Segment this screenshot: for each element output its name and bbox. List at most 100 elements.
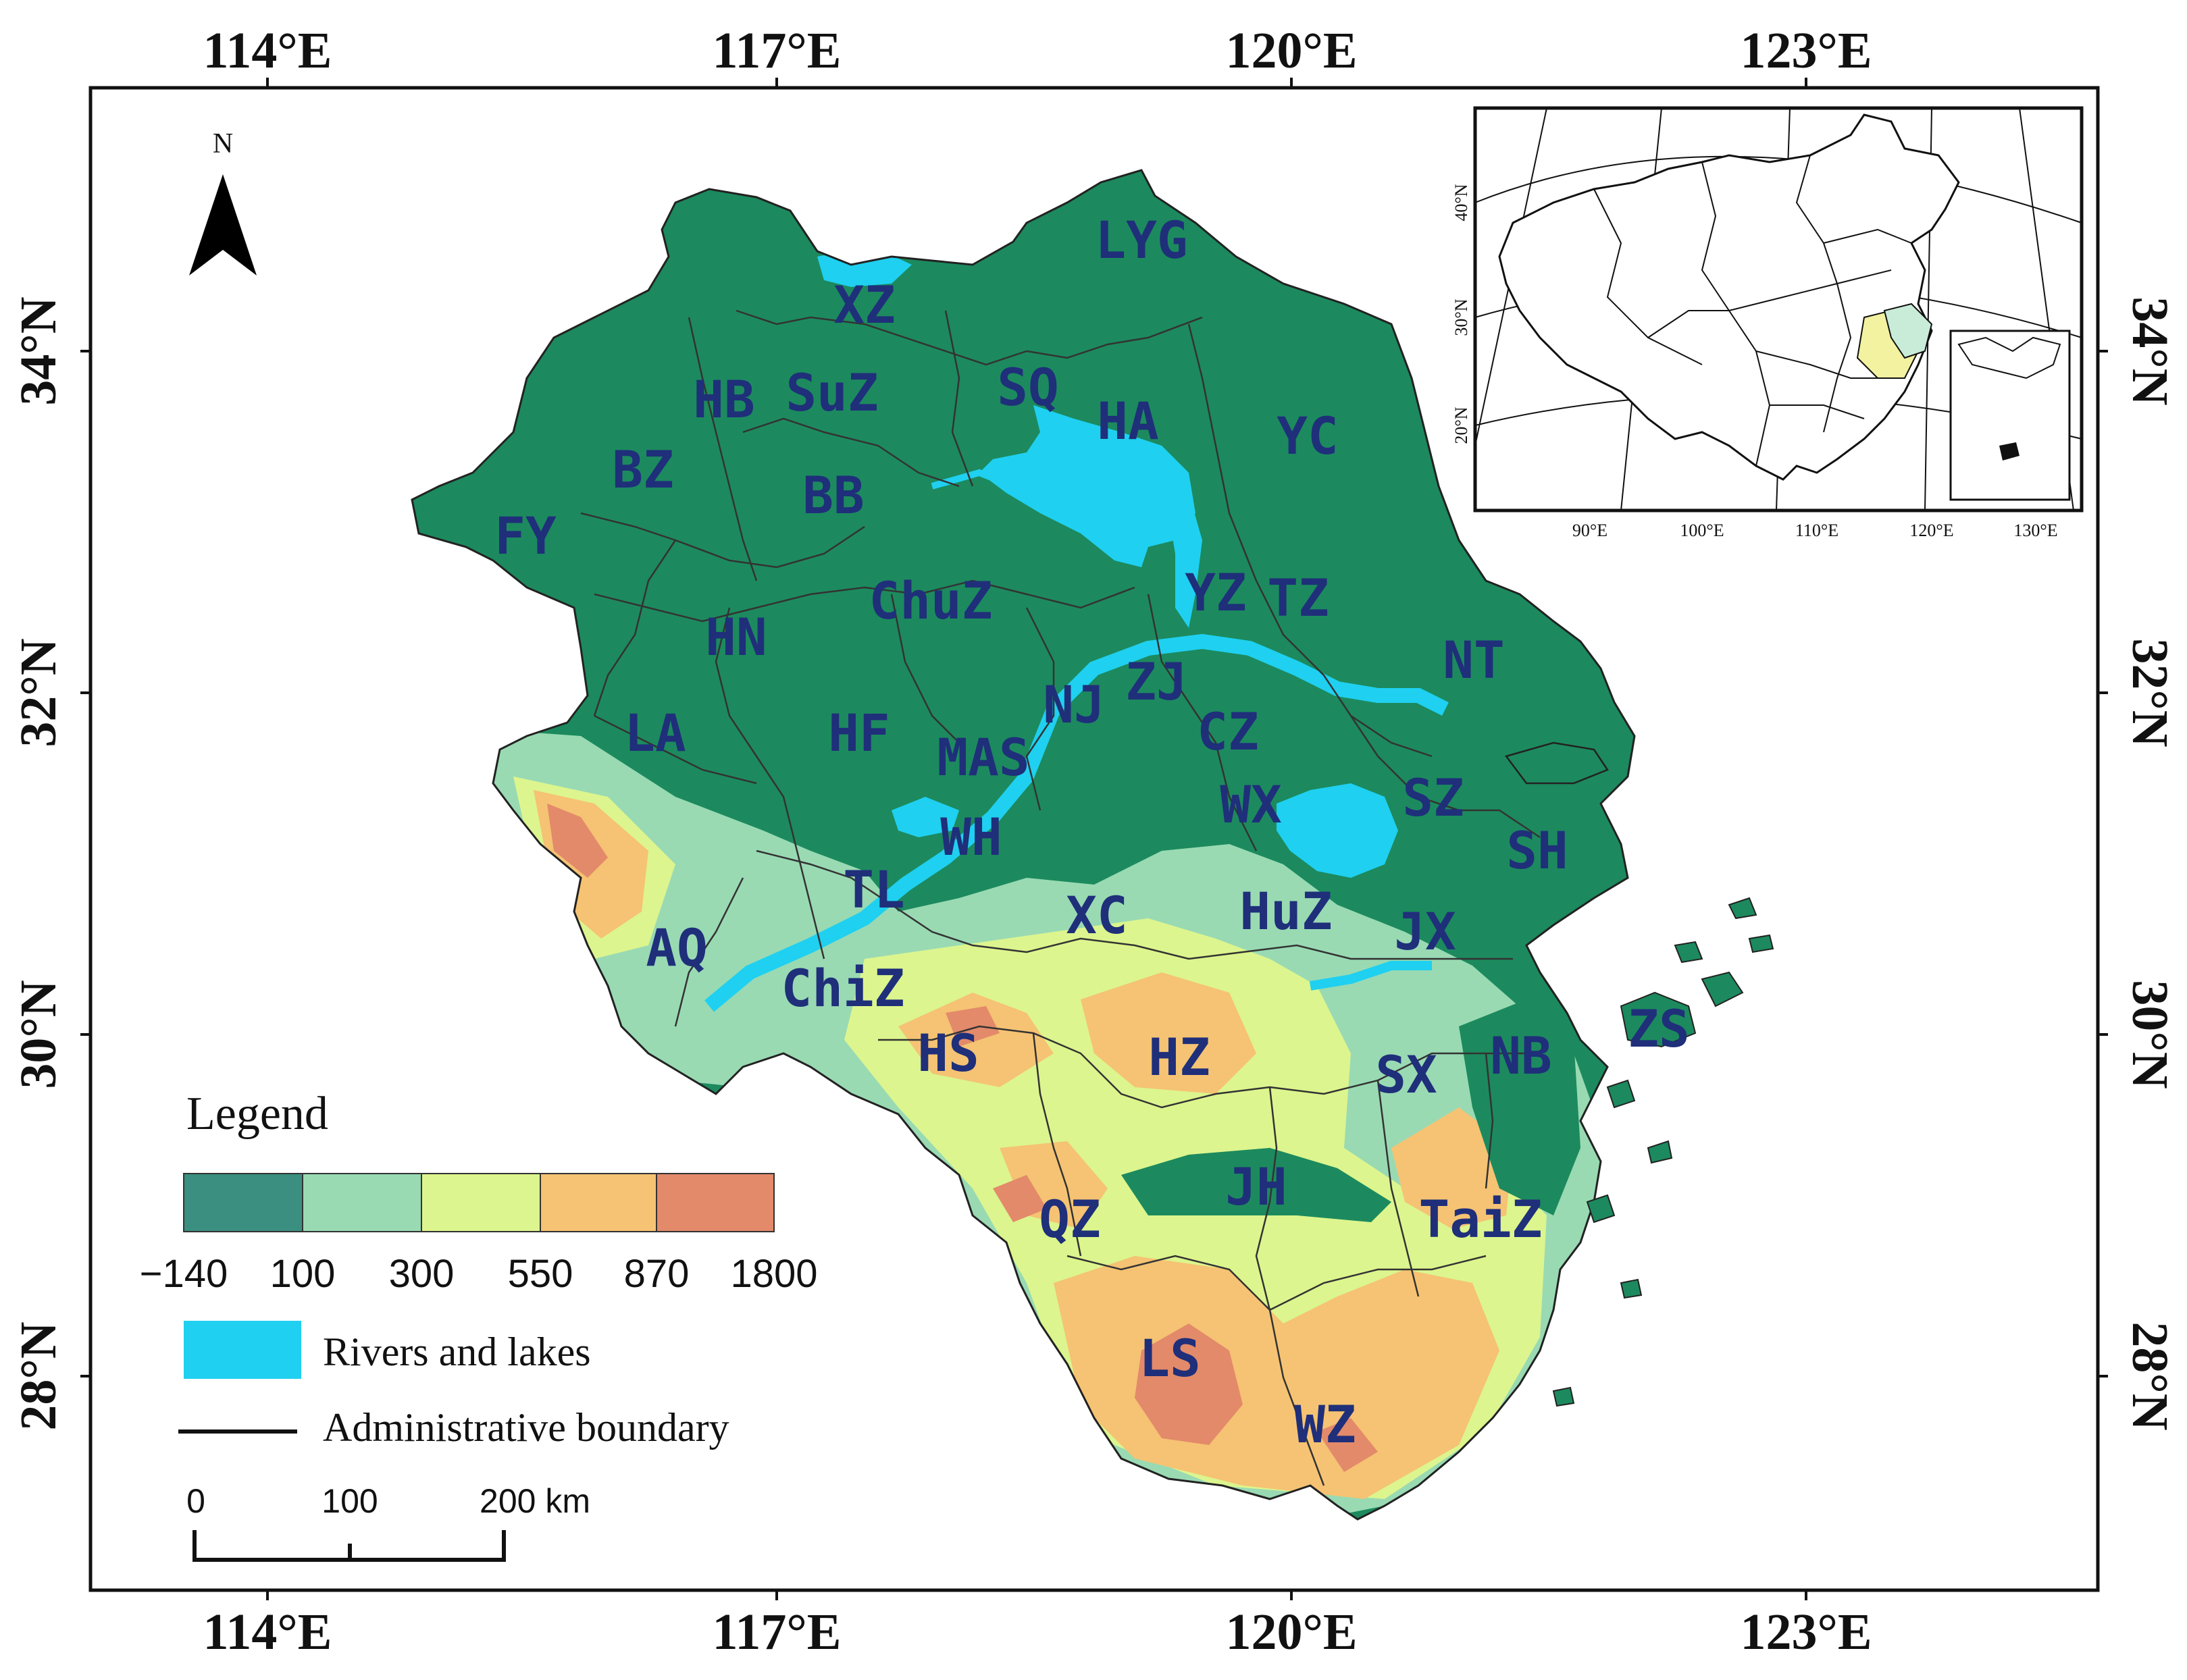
chongming-island bbox=[1504, 741, 1609, 785]
city-label-mas: MAS bbox=[937, 727, 1029, 787]
tai-lake bbox=[1277, 783, 1398, 878]
lon-label-bottom-117: 117°E bbox=[713, 1604, 842, 1660]
city-label-taiz: TaiZ bbox=[1418, 1189, 1542, 1249]
scale-label-0: 0 bbox=[186, 1482, 205, 1520]
lon-label-bottom-123: 123°E bbox=[1740, 1604, 1872, 1660]
city-label-tz: TZ bbox=[1267, 568, 1329, 628]
lat-label-right-30: 30°N bbox=[2121, 980, 2178, 1088]
city-label-yz: YZ bbox=[1185, 562, 1247, 623]
city-label-hs: HS bbox=[917, 1023, 979, 1083]
city-label-aq: AQ bbox=[646, 918, 708, 978]
city-label-xc: XC bbox=[1066, 885, 1128, 945]
mountain-zone bbox=[534, 790, 1513, 1499]
city-label-ha: HA bbox=[1097, 391, 1159, 451]
zhoushan-islands bbox=[1552, 897, 1774, 1407]
city-label-qz: QZ bbox=[1039, 1189, 1101, 1249]
city-label-sz: SZ bbox=[1402, 768, 1464, 828]
lon-label-bottom-114: 114°E bbox=[203, 1604, 332, 1660]
city-label-wx: WX bbox=[1220, 775, 1282, 835]
inset-study-area-east bbox=[1883, 303, 1933, 359]
lon-label-top-114: 114°E bbox=[203, 22, 332, 79]
longitude-labels: 114°E 117°E 120°E 123°E 114°E 117°E 120°… bbox=[203, 22, 1872, 1660]
city-label-sh: SH bbox=[1506, 820, 1568, 881]
valley-zone bbox=[1121, 999, 1580, 1222]
elevation-colorbar bbox=[183, 1173, 775, 1232]
inset-lon-label-110: 110°E bbox=[1795, 521, 1838, 540]
colorbar-swatch-2 bbox=[302, 1173, 422, 1232]
city-label-ls: LS bbox=[1139, 1328, 1201, 1388]
city-label-hb: HB bbox=[693, 369, 755, 429]
city-label-jx: JX bbox=[1394, 901, 1456, 962]
inset-map: 40°N 30°N 20°N 90°E 100°E 110°E 120°E 13… bbox=[1451, 106, 2084, 540]
inset-lat-label-20: 20°N bbox=[1451, 406, 1471, 444]
city-label-chiz: ChiZ bbox=[781, 958, 904, 1018]
city-label-wh: WH bbox=[940, 807, 1002, 867]
north-label: N bbox=[213, 128, 233, 159]
gaoyou-lake bbox=[1168, 473, 1202, 628]
city-label-nt: NT bbox=[1443, 630, 1505, 690]
inset-lat-label-30: 30°N bbox=[1451, 298, 1471, 336]
colorbar-break-6: 1800 bbox=[730, 1252, 817, 1296]
city-label-lyg: LYG bbox=[1095, 210, 1187, 270]
hill-zone bbox=[513, 777, 1547, 1499]
rivers-label: Rivers and lakes bbox=[323, 1330, 591, 1374]
city-label-hz: HZ bbox=[1148, 1027, 1210, 1087]
city-label-xz: XZ bbox=[833, 275, 896, 335]
lon-label-top-123: 123°E bbox=[1740, 22, 1872, 79]
colorbar-swatch-1 bbox=[183, 1173, 303, 1232]
city-label-bz: BZ bbox=[612, 440, 674, 500]
lat-label-left-34: 34°N bbox=[10, 296, 67, 405]
rivers-swatch bbox=[184, 1321, 301, 1379]
lat-label-left-28: 28°N bbox=[10, 1321, 67, 1430]
city-label-la: LA bbox=[624, 703, 686, 763]
colorbar-break-4: 550 bbox=[508, 1252, 573, 1296]
city-label-fy: FY bbox=[494, 506, 557, 566]
colorbar-break-1: −140 bbox=[140, 1252, 228, 1296]
inset-lon-label-90: 90°E bbox=[1572, 521, 1607, 540]
colorbar-swatch-3 bbox=[421, 1173, 541, 1232]
yangtze-river bbox=[704, 633, 1449, 1012]
rivers-and-lakes bbox=[704, 250, 1449, 1012]
lon-label-top-120: 120°E bbox=[1225, 22, 1357, 79]
inset-scs-island bbox=[1999, 442, 2019, 461]
legend: Legend −140 100 300 550 870 1800 Rivers … bbox=[140, 1088, 818, 1562]
qiantang-river bbox=[1309, 961, 1432, 991]
city-labels: LYG XZ HB SuZ SQ HA YC BZ BB FY ChuZ YZ … bbox=[494, 210, 1690, 1454]
scale-bar: 0 100 200 km bbox=[186, 1482, 590, 1562]
lon-label-top-117: 117°E bbox=[713, 22, 842, 79]
region-outline bbox=[411, 169, 1636, 1521]
city-label-cz: CZ bbox=[1197, 702, 1259, 762]
hongze-lake bbox=[979, 405, 1195, 567]
colorbar-break-2: 100 bbox=[270, 1252, 336, 1296]
latitude-labels-left: 34°N 32°N 30°N 28°N bbox=[10, 296, 67, 1430]
city-label-sq: SQ bbox=[997, 357, 1059, 417]
inset-south-china-sea bbox=[1949, 330, 2071, 501]
city-label-tl: TL bbox=[843, 860, 905, 920]
inset-lon-label-120: 120°E bbox=[1909, 521, 1953, 540]
city-label-nj: NJ bbox=[1043, 675, 1105, 735]
city-label-chuz: ChuZ bbox=[869, 571, 992, 631]
lat-label-left-30: 30°N bbox=[10, 980, 67, 1088]
lon-label-bottom-120: 120°E bbox=[1225, 1604, 1357, 1660]
legend-title: Legend bbox=[186, 1088, 328, 1140]
city-label-bb: BB bbox=[802, 465, 865, 525]
city-label-suz: SuZ bbox=[786, 363, 878, 423]
city-label-yc: YC bbox=[1277, 406, 1339, 466]
colorbar-break-3: 300 bbox=[389, 1252, 455, 1296]
city-label-hf: HF bbox=[828, 703, 890, 763]
chao-lake bbox=[892, 797, 959, 837]
scale-bar-line bbox=[192, 1530, 506, 1562]
city-label-zs: ZS bbox=[1628, 999, 1690, 1059]
inset-lon-label-130: 130°E bbox=[2013, 521, 2057, 540]
city-label-nb: NB bbox=[1490, 1026, 1552, 1086]
city-label-sx: SX bbox=[1375, 1045, 1437, 1105]
colorbar-break-5: 870 bbox=[624, 1252, 690, 1296]
inset-provinces bbox=[1593, 155, 1912, 467]
city-label-huz: HuZ bbox=[1239, 881, 1332, 941]
city-label-jh: JH bbox=[1225, 1157, 1287, 1217]
inset-scs-coast bbox=[1957, 336, 2061, 379]
lat-label-right-34: 34°N bbox=[2121, 296, 2178, 405]
graticule-ticks bbox=[80, 78, 2108, 1600]
boundary-label: Administrative boundary bbox=[323, 1405, 729, 1450]
city-label-zj: ZJ bbox=[1125, 652, 1187, 712]
